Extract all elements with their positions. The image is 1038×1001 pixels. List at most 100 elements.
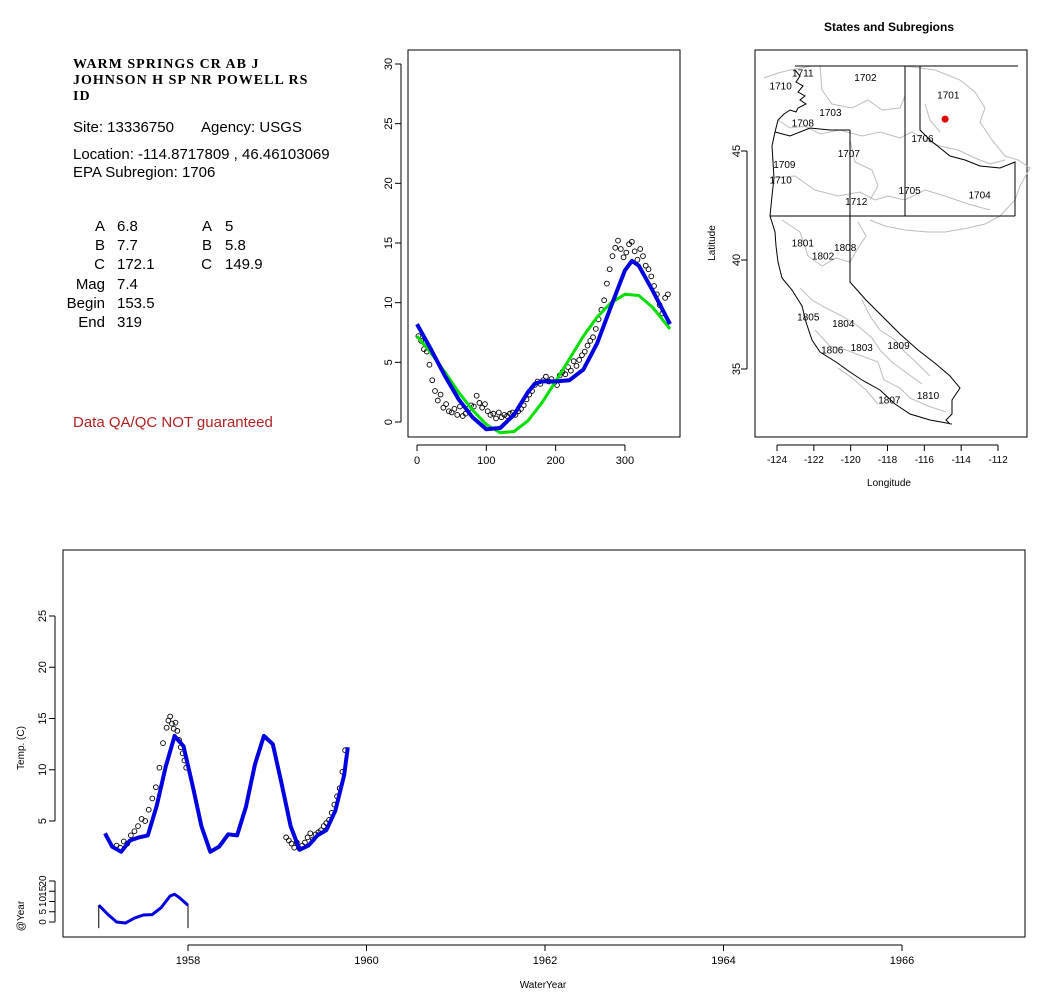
map-subregion-label: 1710 xyxy=(770,82,793,93)
param-label: Begin xyxy=(66,294,105,312)
seasonal-fit-lines xyxy=(415,258,672,435)
map-subregion-label: 1803 xyxy=(851,343,874,354)
map-subregion-label: 1711 xyxy=(792,69,814,80)
param-row: C 172.1 xyxy=(58,255,154,274)
map-subregion-label: 1704 xyxy=(968,191,991,202)
seasonal-observation-point xyxy=(434,397,441,404)
seasonal-observation-point xyxy=(448,409,455,416)
map-y-axis-title: Latitude xyxy=(707,225,718,261)
ts-observation-point xyxy=(307,830,314,837)
map-subregion-label: 1802 xyxy=(812,252,835,263)
map-subregion-label: 1705 xyxy=(898,186,921,197)
site-marker xyxy=(941,115,949,123)
param-row: Mag 7.4 xyxy=(58,275,155,294)
seasonal-observation-point xyxy=(640,253,646,259)
ts-x-tick-label: 1964 xyxy=(711,955,735,967)
seasonal-y-tick-label: 5 xyxy=(383,359,395,365)
map-x-axis-title: Longitude xyxy=(867,478,911,489)
ts-observation-point xyxy=(145,806,152,813)
seasonal-observation-point xyxy=(487,411,494,418)
ts-observation-point xyxy=(149,795,156,802)
ts-y2-axis-title: @Year xyxy=(16,900,27,931)
ts-observation-point xyxy=(286,837,292,844)
ts-observation-point xyxy=(291,844,298,851)
seasonal-observation-point xyxy=(631,248,638,255)
seasonal-observation-point xyxy=(612,244,619,251)
map-y-tick-label: 45 xyxy=(731,145,743,157)
ts-observation-point xyxy=(288,840,295,847)
map-subregion-label: 1804 xyxy=(832,319,855,330)
timeseries-axes: 1958 1960 1962 1964 1966WaterYear510152025Te… xyxy=(16,610,914,991)
ts-y2-tick-label: 10 xyxy=(38,896,49,908)
map-subregion-label: 1712 xyxy=(845,197,868,208)
param-value: 5.8 xyxy=(225,237,246,255)
map-puget-sound xyxy=(774,69,807,133)
param-label: End xyxy=(78,314,105,332)
map-subregion-label: 1807 xyxy=(878,396,901,407)
ts-observation-point xyxy=(163,724,170,731)
map-y-tick-label: 40 xyxy=(731,254,743,266)
param-label: B xyxy=(201,237,212,255)
ts-y2-tick-label: 0 xyxy=(38,919,49,925)
param-row: B 5.8 xyxy=(195,236,263,255)
param-row: Begin 153.5 xyxy=(58,294,155,313)
seasonal-observation-point xyxy=(501,411,508,418)
map-subregion-label: 1706 xyxy=(911,134,934,145)
param-value: 7.4 xyxy=(117,275,138,293)
seasonal-x-tick-label: 100 xyxy=(477,455,495,467)
seasonal-observation-point xyxy=(584,342,591,349)
map-subregion-label: 1808 xyxy=(834,243,857,254)
map-x-tick-label: -112 xyxy=(988,455,1008,466)
map-x-tick-label: -122 xyxy=(804,455,824,466)
param-value: 319 xyxy=(117,314,143,332)
seasonal-chart: 0 100 200 300 0 5 10 15 20 25 30 xyxy=(383,49,681,467)
seasonal-observation-point xyxy=(568,367,574,374)
seasonal-observation-point xyxy=(579,352,585,359)
seasonal-observation-point xyxy=(454,411,461,418)
seasonal-observation-point xyxy=(581,348,588,355)
seasonal-observation-point xyxy=(570,358,577,364)
seasonal-observation-point xyxy=(451,406,458,412)
seasonal-observation-point xyxy=(543,373,549,380)
ts-x-tick-label: 1962 xyxy=(533,955,557,967)
map-subregion-label: 1806 xyxy=(821,345,844,356)
param-label: B xyxy=(94,237,105,255)
seasonal-observation-point xyxy=(637,246,644,252)
qa-disclaimer: Data QA/QC NOT guaranteed xyxy=(73,414,273,431)
seasonal-observation-point xyxy=(601,297,608,304)
map-subregion-label: 1805 xyxy=(797,313,820,324)
seasonal-plot-box xyxy=(407,49,681,438)
ts-y-tick-label: 15 xyxy=(37,712,49,724)
map-subregion-label: 1810 xyxy=(917,391,940,402)
ts-x-tick-label: 1966 xyxy=(890,955,914,967)
seasonal-observation-point xyxy=(592,326,599,332)
year-fit-line xyxy=(97,892,189,925)
map-x-tick-label: -120 xyxy=(841,455,861,466)
seasonal-observation-point xyxy=(617,246,624,252)
agency: Agency: USGS xyxy=(201,119,302,136)
timeseries-plot-box xyxy=(62,549,1026,938)
seasonal-observation-point xyxy=(484,408,491,415)
param-label: A xyxy=(201,218,212,235)
ts-observation-point xyxy=(142,818,149,824)
param-value: 5 xyxy=(225,218,234,235)
map-x-tick-label: -114 xyxy=(952,455,972,466)
seasonal-observation-point xyxy=(615,237,621,244)
seasonal-observation-point xyxy=(662,295,668,301)
map-subregion-label: 1703 xyxy=(819,108,842,119)
ts-observation-point xyxy=(283,834,290,841)
timeseries-fit-lines xyxy=(97,733,350,929)
seasonal-x-tick-label: 300 xyxy=(616,455,634,467)
map-subregion-label: 1702 xyxy=(854,73,877,84)
seasonal-observation-point xyxy=(573,363,580,369)
ts-y-axis-title: Temp. (C) xyxy=(16,726,27,770)
param-row: End 319 xyxy=(58,313,155,332)
map-y-tick-label: 35 xyxy=(731,363,743,375)
seasonal-observation-point xyxy=(493,415,499,422)
seasonal-observation-point xyxy=(629,238,635,245)
site-id: Site: 13336750 xyxy=(73,119,174,136)
ts-observation-point xyxy=(174,727,181,734)
seasonal-observation-point xyxy=(495,409,502,416)
param-value: 149.9 xyxy=(225,256,263,274)
